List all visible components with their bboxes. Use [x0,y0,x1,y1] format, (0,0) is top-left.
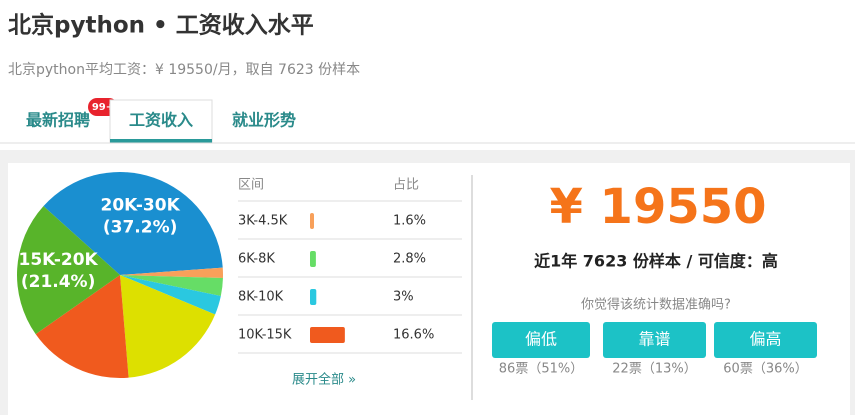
share: 2.8% [393,252,426,267]
title: 北京python • 工资收入水平 [8,12,314,39]
vote-label: 靠谱 [638,330,670,349]
vote-count: 86票（51%） [499,362,583,377]
active-tab [109,99,213,144]
slice-value: (37.2%) [103,217,178,237]
vote-button[interactable] [714,322,817,358]
range: 6K-8K [238,252,275,267]
pie-slice [16,206,121,335]
tab[interactable]: 工资收入 [129,111,193,130]
bar [310,327,345,343]
question: 你觉得该统计数据准确吗? [581,297,731,313]
tab[interactable]: 最新招聘 [26,111,90,130]
vote-button[interactable] [603,322,706,358]
vote-count: 22票（13%） [612,362,696,377]
vote-label: 偏高 [749,330,781,349]
pie-slice [120,275,221,315]
bar [310,213,314,229]
pie-slice [43,171,223,275]
range: 3K-4.5K [238,214,288,229]
table-header: 区间 [238,178,264,193]
share: 16.6% [393,328,434,343]
pie-slice [120,267,224,279]
bar [310,289,317,305]
slice-value: (21.4%) [21,272,96,292]
range: 10K-15K [238,328,292,343]
bar [310,251,316,267]
pie-slice [35,275,129,378]
expand-link[interactable]: 展开全部 » [292,372,356,388]
share: 3% [393,290,414,305]
share: 1.6% [393,214,426,229]
salary: ¥ 19550 [549,179,766,235]
vote-count: 60票（36%） [723,362,807,377]
vote-button[interactable] [492,322,590,358]
tab-underline [110,139,212,143]
vote-label: 偏低 [525,330,557,349]
stats: 近1年 7623 份样本 / 可信度：高 [534,252,778,271]
slice-label: 20K-30K [101,195,181,215]
slice-label: 15K-20K [18,250,98,270]
subtitle: 北京python平均工资：¥ 19550/月，取自 7623 份样本 [8,62,360,78]
range: 8K-10K [238,290,284,305]
table-header: 占比 [393,178,419,193]
pie-slice [120,275,216,378]
pie-slice [120,275,223,296]
badge-text: 99+ [92,102,114,113]
tab[interactable]: 就业形势 [232,111,296,130]
